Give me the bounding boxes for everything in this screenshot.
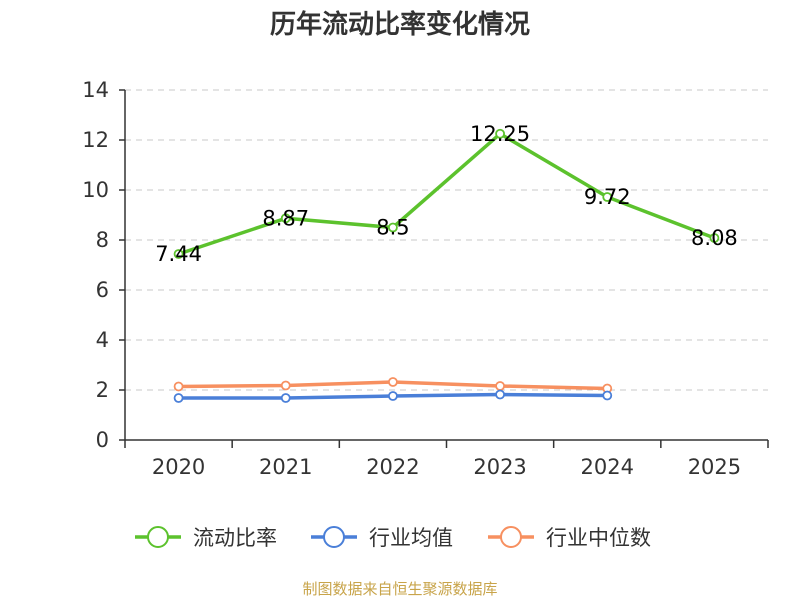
data-point — [709, 233, 720, 243]
data-point — [602, 390, 613, 401]
y-tick-label: 12 — [82, 128, 109, 152]
data-point — [173, 393, 184, 403]
data-label: 8.87 — [262, 206, 309, 230]
legend-label: 行业中位数 — [546, 526, 651, 550]
y-tick-label: 10 — [82, 178, 109, 202]
data-label: 8.08 — [691, 226, 738, 250]
series-line-1 — [176, 132, 717, 256]
legend-item-3[interactable]: 行业中位数 — [488, 526, 651, 550]
x-tick-label: 2024 — [581, 455, 634, 479]
legend-marker — [500, 526, 522, 548]
legend-label: 行业均值 — [369, 526, 453, 550]
y-tick-label: 8 — [96, 228, 109, 252]
data-point — [173, 381, 184, 392]
legend-item-2[interactable]: 行业均值 — [311, 526, 453, 550]
y-tick-label: 4 — [96, 328, 109, 352]
y-tick-label: 6 — [96, 278, 109, 302]
y-tick-label: 2 — [96, 378, 109, 402]
legend-marker — [323, 526, 345, 548]
legend-marker — [147, 526, 169, 548]
data-point — [602, 192, 613, 202]
x-tick-label: 2020 — [152, 455, 205, 479]
x-tick-label: 2022 — [366, 455, 419, 479]
x-tick-label: 2023 — [473, 455, 526, 479]
data-point — [495, 128, 505, 139]
axes: 0 2 4 6 8 10 12 14 2020 2021 2022 2023 2024 2025 — [82, 78, 769, 479]
data-point — [388, 377, 398, 387]
data-point — [280, 393, 291, 403]
y-tick-label: 14 — [82, 78, 109, 102]
data-label: 7.44 — [155, 242, 202, 266]
data-point — [495, 389, 505, 400]
data-point — [388, 222, 398, 233]
legend[interactable]: 流动比率 行业均值 行业中位数 — [135, 526, 651, 550]
x-tick-label: 2021 — [259, 455, 312, 479]
legend-item-1[interactable]: 流动比率 — [135, 526, 277, 550]
data-labels: 7.44 8.87 8.5 12.25 9.72 8.08 — [155, 122, 738, 266]
data-point — [280, 380, 291, 391]
data-label: 8.5 — [376, 216, 409, 240]
data-point — [173, 249, 184, 259]
data-point — [495, 381, 505, 391]
legend-label: 流动比率 — [193, 526, 277, 550]
grid-lines — [125, 89, 768, 391]
data-source-note: 制图数据来自恒生聚源数据库 — [302, 580, 498, 598]
data-label: 9.72 — [584, 185, 631, 209]
data-point — [280, 213, 291, 224]
series-lines — [173, 128, 720, 403]
data-label: 12.25 — [470, 122, 530, 146]
x-tick-label: 2025 — [688, 455, 741, 479]
chart-title: 历年流动比率变化情况 — [269, 10, 530, 40]
data-point — [388, 391, 398, 401]
y-tick-label: 0 — [96, 428, 109, 452]
